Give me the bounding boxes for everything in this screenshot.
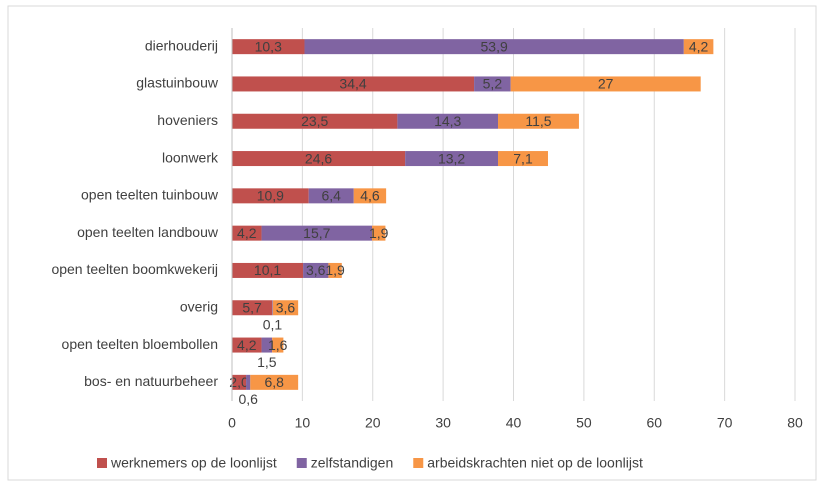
legend-swatch [296, 458, 307, 468]
data-label: 4,2 [237, 337, 257, 353]
data-label: 6,4 [321, 188, 341, 204]
y-tick-label: dierhouderij [145, 37, 218, 53]
data-label: 27 [598, 76, 614, 92]
x-tick-label: 30 [435, 415, 451, 431]
x-tick-label: 60 [646, 415, 662, 431]
data-label: 4,2 [689, 38, 709, 54]
legend-swatch [413, 458, 424, 468]
bar-segment [232, 113, 398, 129]
data-label: 10,1 [254, 262, 281, 278]
bar-segment [261, 337, 273, 353]
x-tick-label: 40 [506, 415, 522, 431]
bar-segment [303, 262, 329, 278]
data-label: 5,7 [242, 299, 262, 315]
x-tick-label: 20 [365, 415, 381, 431]
x-tick-label: 70 [717, 415, 733, 431]
bar-segment [498, 151, 548, 167]
y-tick-label: bos- en natuurbeheer [84, 373, 218, 389]
bar-segment [246, 374, 251, 390]
legend-label: arbeidskrachten niet op de loonlijst [427, 455, 643, 471]
data-label: 13,2 [438, 150, 465, 166]
bar-segment [232, 188, 309, 204]
data-label: 15,7 [303, 225, 330, 241]
bar-segment [397, 113, 499, 129]
data-label: 7,1 [513, 150, 533, 166]
bar-segment [272, 300, 273, 316]
bar-segment [498, 113, 579, 129]
x-tick-label: 80 [787, 415, 803, 431]
data-label: 23,5 [301, 113, 328, 129]
legend-label: zelfstandigen [311, 455, 394, 471]
y-tick-label: open teelten tuinbouw [81, 187, 219, 203]
bar-segment [353, 188, 387, 204]
bar-segment [232, 39, 305, 55]
bar-segment [308, 188, 354, 204]
data-label: 1,5 [257, 354, 277, 370]
bar-segment [232, 225, 262, 241]
bar-segment [232, 337, 262, 353]
x-tick-label: 50 [576, 415, 592, 431]
x-tick-label: 0 [228, 415, 236, 431]
data-label: 0,6 [238, 391, 258, 407]
data-label: 3,6 [276, 299, 296, 315]
data-label: 3,6 [306, 262, 326, 278]
y-tick-label: open teelten landbouw [77, 224, 219, 240]
data-label: 1,9 [369, 225, 389, 241]
data-label: 53,9 [481, 38, 508, 54]
data-label: 10,3 [255, 38, 282, 54]
bar-segment [272, 337, 284, 353]
data-label: 24,6 [305, 150, 332, 166]
x-tick-label: 10 [295, 415, 311, 431]
bar-segment [510, 76, 701, 92]
legend-label: werknemers op de loonlijst [110, 455, 277, 471]
bar-segment [683, 39, 714, 55]
bar-segment [232, 300, 273, 316]
y-tick-label: open teelten boomkwekerij [51, 261, 218, 277]
y-tick-label: overig [180, 298, 218, 314]
data-label: 1,6 [268, 337, 288, 353]
y-tick-label: loonwerk [162, 149, 219, 165]
data-label: 4,2 [237, 225, 257, 241]
bar-segment [232, 151, 406, 167]
data-label: 1,9 [325, 262, 345, 278]
y-tick-label: glastuinbouw [136, 75, 219, 91]
data-label: 6,8 [264, 374, 284, 390]
legend-swatch [97, 458, 107, 468]
bar-segment [232, 262, 304, 278]
bar-segment [250, 374, 299, 390]
bar-segment [372, 225, 386, 241]
y-tick-label: open teelten bloembollen [62, 336, 218, 352]
bar-segment [474, 76, 511, 92]
bar-segment [405, 151, 499, 167]
bar-segment [304, 39, 684, 55]
data-label: 11,5 [525, 113, 551, 129]
data-label: 0,1 [263, 316, 283, 332]
data-label: 34,4 [339, 76, 366, 92]
data-label: 10,9 [257, 188, 284, 204]
y-tick-label: hoveniers [157, 112, 218, 128]
bar-segment [328, 262, 342, 278]
bar-segment [272, 300, 299, 316]
data-label: 2,0 [229, 374, 249, 390]
bar-segment [232, 76, 475, 92]
data-label: 4,6 [360, 188, 380, 204]
bar-segment [232, 374, 247, 390]
bar-segment [261, 225, 373, 241]
data-label: 14,3 [434, 113, 461, 129]
data-label: 5,2 [483, 76, 503, 92]
